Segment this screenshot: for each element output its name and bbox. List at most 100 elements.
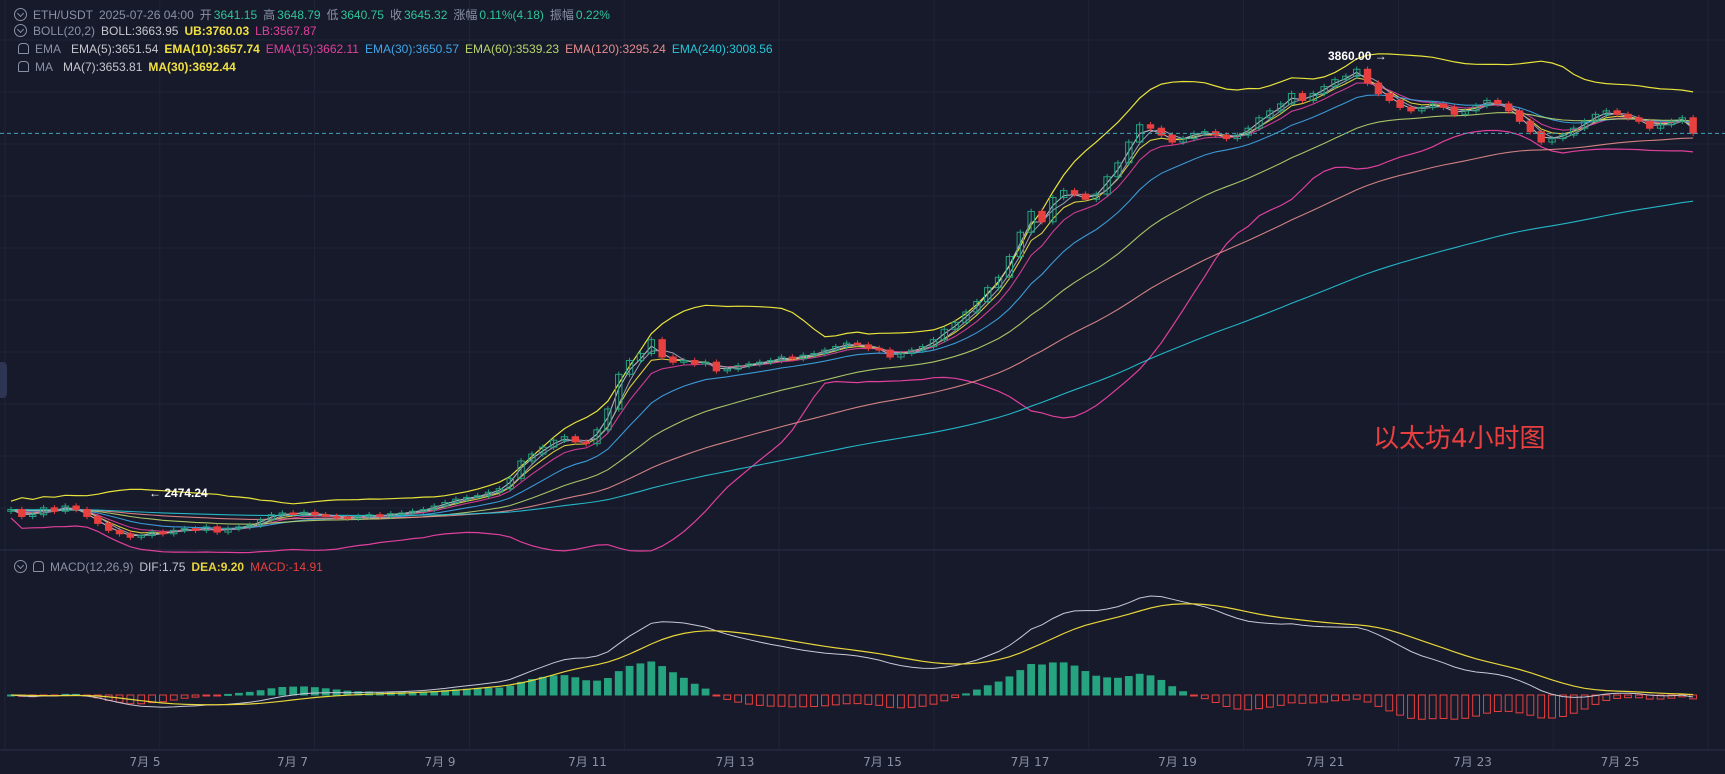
- macd-histogram-bar: [723, 694, 732, 700]
- candle-body: [973, 301, 981, 313]
- macd-histogram-bar: [1689, 694, 1698, 700]
- candle-body: [1233, 134, 1242, 140]
- bell-icon[interactable]: [18, 61, 29, 72]
- macd-histogram-bar: [1331, 694, 1339, 702]
- x-tick-label: 7月 19: [1158, 755, 1197, 769]
- candle-body: [202, 526, 211, 531]
- macd-histogram-bar: [159, 694, 167, 703]
- macd-histogram-bar: [1407, 694, 1415, 719]
- macd-legend: MACD(12,26,9) DIF:1.75 DEA:9.20 MACD:-14.91: [14, 560, 329, 574]
- candle-body: [452, 498, 460, 504]
- candle-body: [1504, 103, 1513, 112]
- low-label: 低: [326, 8, 339, 22]
- candle-body: [387, 513, 395, 517]
- macd-histogram-bar: [484, 688, 493, 696]
- collapse-toggle-icon[interactable]: [14, 560, 27, 573]
- close-value: 3645.32: [403, 8, 448, 22]
- candle-body: [1298, 93, 1307, 101]
- candle-body: [1494, 99, 1502, 105]
- candle-body: [1070, 190, 1079, 195]
- candle-body: [636, 353, 645, 361]
- candle-body: [495, 488, 504, 493]
- macd-histogram-bar: [745, 694, 753, 705]
- high-value: 3648.79: [277, 8, 321, 22]
- candle-body: [1689, 117, 1697, 134]
- panel-expand-handle[interactable]: [0, 362, 7, 398]
- candle-body: [712, 361, 721, 372]
- candle-body: [39, 507, 48, 516]
- macd-histogram-bar: [1450, 694, 1459, 720]
- macd-histogram-bar: [1526, 694, 1535, 716]
- macd-histogram-bar: [1580, 694, 1589, 710]
- macd-histogram-bar: [538, 676, 547, 696]
- ma-legend: MA MA(7):3653.81 MA(30):3692.44: [14, 60, 242, 74]
- candle-body: [1342, 75, 1350, 81]
- candle-body: [539, 446, 547, 455]
- macd-histogram-bar: [690, 683, 699, 696]
- candle-body: [984, 287, 992, 303]
- x-tick-label: 7月 7: [277, 755, 308, 769]
- candle-body: [832, 346, 840, 351]
- macd-histogram-bar: [929, 694, 938, 705]
- macd-histogram-bar: [1070, 665, 1079, 696]
- macd-histogram-bar: [1287, 694, 1296, 704]
- macd-histogram-bar: [560, 675, 569, 696]
- macd-histogram-bar: [1504, 694, 1513, 712]
- macd-histogram-bar: [267, 688, 276, 696]
- candle-body: [72, 505, 80, 511]
- macd-histogram-bar: [1667, 694, 1676, 699]
- boll-legend: BOLL(20,2) BOLL:3663.95 UB:3760.03 LB:3567.…: [14, 24, 323, 38]
- macd-dea-line: [10, 603, 1694, 706]
- collapse-toggle-icon[interactable]: [14, 8, 27, 21]
- macd-histogram-bar: [788, 694, 797, 708]
- macd-histogram-bar: [148, 694, 156, 704]
- candle-body: [745, 363, 753, 367]
- ma7-value: MA(7):3653.81: [63, 60, 143, 74]
- macd-histogram-bar: [842, 694, 851, 705]
- candle-body: [1461, 110, 1469, 115]
- macd-histogram-bar: [1276, 694, 1285, 706]
- macd-histogram-bar: [1613, 694, 1622, 699]
- candle-body: [658, 339, 666, 358]
- macd-histogram-bar: [1396, 694, 1405, 716]
- macd-histogram-bar: [1222, 694, 1231, 707]
- candle-body: [549, 439, 558, 448]
- macd-histogram-bar: [278, 687, 287, 696]
- candle-body: [1537, 131, 1545, 143]
- macd-histogram-bar: [1559, 694, 1567, 717]
- bell-icon[interactable]: [18, 43, 29, 54]
- candle-body: [137, 535, 145, 538]
- candle-body: [484, 491, 493, 497]
- candle-body: [1255, 117, 1263, 129]
- candle-body: [61, 505, 69, 512]
- macd-histogram-bar: [755, 694, 764, 706]
- candle-body: [886, 349, 894, 358]
- macd-histogram-bar: [256, 690, 265, 696]
- candle-body: [875, 347, 883, 351]
- candle-body: [962, 311, 970, 323]
- candle-body: [1407, 106, 1415, 112]
- candle-body: [148, 531, 156, 537]
- candle-body: [810, 353, 818, 356]
- candle-body: [1667, 120, 1676, 126]
- macd-dea: DEA:9.20: [191, 560, 245, 574]
- macd-histogram-bar: [1374, 694, 1383, 707]
- candle-body: [1678, 117, 1686, 122]
- candle-body: [853, 342, 862, 346]
- macd-histogram-bar: [582, 680, 591, 696]
- candle-body: [256, 519, 265, 526]
- boll-ub: UB:3760.03: [184, 24, 250, 38]
- candle-body: [1624, 113, 1632, 119]
- candle-body: [766, 359, 775, 363]
- candle-body: [1081, 193, 1090, 200]
- candle-body: [929, 339, 938, 348]
- candle-body: [1222, 134, 1231, 140]
- candle-body: [1287, 93, 1296, 105]
- macd-histogram-bar: [517, 681, 525, 696]
- bell-icon[interactable]: [33, 561, 44, 572]
- candle-body: [1635, 117, 1643, 122]
- candle-body: [701, 361, 710, 365]
- collapse-toggle-icon[interactable]: [14, 24, 27, 37]
- candle-body: [799, 354, 807, 360]
